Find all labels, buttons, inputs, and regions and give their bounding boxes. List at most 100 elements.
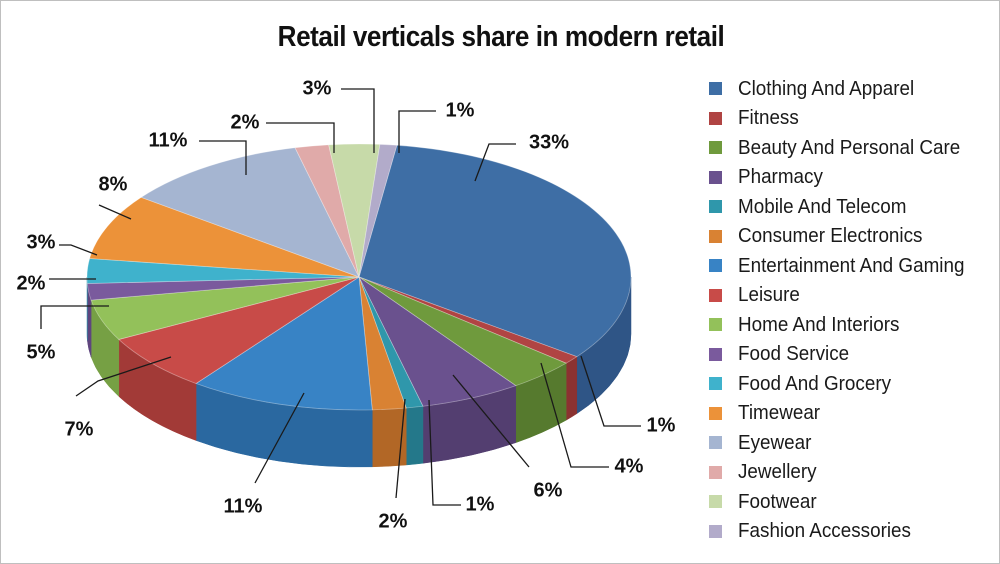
data-label: 1% (647, 414, 676, 436)
legend-label: Pharmacy (738, 165, 823, 189)
slice-consumer-electronics (358, 276, 407, 411)
legend-item: Consumer Electronics (709, 222, 999, 252)
slice-eyewear (140, 147, 360, 278)
legend-item: Pharmacy (709, 163, 999, 193)
slice-food-service (86, 276, 360, 301)
data-label: 7% (65, 418, 94, 440)
data-label: 2% (17, 272, 46, 294)
legend-label: Eyewear (738, 430, 812, 454)
legend-swatch (709, 259, 722, 273)
data-label: 5% (27, 341, 56, 363)
slice-home-and-interiors (90, 276, 360, 340)
legend-label: Entertainment And Gaming (738, 253, 965, 277)
legend-label: Food And Grocery (738, 371, 892, 395)
legend-swatch (709, 465, 722, 479)
slice-entertainment-and-gaming (195, 276, 373, 411)
leader-line (580, 355, 641, 427)
legend-item: Home And Interiors (709, 310, 999, 340)
slice-side-mobile-and-telecom (405, 405, 424, 466)
slice-labels: 33%1%4%6%1%2%11%7%5%2%3%8%11%2%3%1% (17, 77, 676, 532)
legend-swatch (709, 347, 722, 361)
slice-clothing-and-apparel (358, 144, 632, 358)
data-label: 3% (27, 231, 56, 253)
data-label: 4% (615, 455, 644, 477)
data-label: 6% (534, 479, 563, 501)
leader-line (254, 392, 305, 484)
leader-line (428, 399, 461, 506)
legend-label: Fashion Accessories (738, 519, 911, 543)
chart-title: Retail verticals share in modern retail (277, 21, 725, 53)
legend-swatch (709, 495, 722, 509)
pie-top-layer (86, 143, 632, 411)
slice-mobile-and-telecom (358, 276, 424, 409)
legend-item: Leisure (709, 281, 999, 311)
legend-item: Fitness (709, 104, 999, 134)
legend-swatch (709, 377, 722, 391)
legend-item: Entertainment And Gaming (709, 251, 999, 281)
legend-label: Footwear (738, 489, 817, 513)
legend-swatch (709, 288, 722, 302)
leader-line (75, 356, 172, 397)
leader-line (398, 110, 436, 153)
slice-fitness (358, 276, 578, 364)
legend-item: Food Service (709, 340, 999, 370)
legend-label: Timewear (738, 401, 821, 425)
legend-label: Fitness (738, 106, 799, 130)
leader-line (341, 88, 375, 153)
legend-swatch (709, 111, 722, 125)
data-label: 2% (379, 510, 408, 532)
legend-item: Eyewear (709, 428, 999, 458)
legend-item: Footwear (709, 487, 999, 517)
legend-label: Consumer Electronics (738, 224, 923, 248)
legend-label: Clothing And Apparel (738, 76, 915, 100)
legend-item: Beauty And Personal Care (709, 133, 999, 163)
legend-item: Mobile And Telecom (709, 192, 999, 222)
data-label: 33% (529, 131, 569, 153)
leader-line (266, 122, 335, 153)
legend-item: Clothing And Apparel (709, 74, 999, 104)
slice-beauty-and-personal-care (358, 276, 568, 387)
data-label: 2% (231, 111, 260, 133)
legend-swatch (709, 82, 722, 96)
leader-line (395, 398, 406, 499)
legend-label: Food Service (738, 342, 850, 366)
data-label: 3% (303, 77, 332, 99)
slice-fashion-accessories (358, 143, 398, 278)
legend-item: Timewear (709, 399, 999, 429)
data-label: 8% (99, 173, 128, 195)
legend-swatch (709, 318, 722, 332)
slice-jewellery (294, 144, 360, 278)
legend-swatch (709, 141, 722, 155)
legend-swatch (709, 229, 722, 243)
leader-line (59, 244, 98, 256)
legend-label: Home And Interiors (738, 312, 900, 336)
pie-side-layer (86, 276, 632, 468)
legend-label: Beauty And Personal Care (738, 135, 961, 159)
data-label: 1% (446, 99, 475, 121)
leader-line (474, 143, 516, 182)
leader-lines (40, 88, 641, 506)
legend-swatch (709, 406, 722, 420)
leader-line (452, 374, 530, 468)
leader-line (40, 305, 109, 329)
legend-item: Fashion Accessories (709, 517, 999, 547)
legend-swatch (709, 170, 722, 184)
leader-line (540, 362, 609, 468)
leader-line (199, 140, 247, 175)
legend-label: Jewellery (738, 460, 817, 484)
slice-timewear (89, 196, 360, 278)
legend-item: Jewellery (709, 458, 999, 488)
data-label: 11% (149, 129, 188, 151)
legend-swatch (709, 436, 722, 450)
slice-footwear (328, 143, 381, 278)
data-label: 11% (224, 495, 263, 517)
leader-line (98, 204, 132, 220)
legend-swatch (709, 200, 722, 214)
legend-swatch (709, 524, 722, 538)
chart-legend: Clothing And Apparel Fitness Beauty And Pe… (709, 74, 999, 546)
data-label: 1% (466, 493, 495, 515)
legend-label: Leisure (738, 283, 800, 307)
slice-food-and-grocery (86, 258, 360, 284)
